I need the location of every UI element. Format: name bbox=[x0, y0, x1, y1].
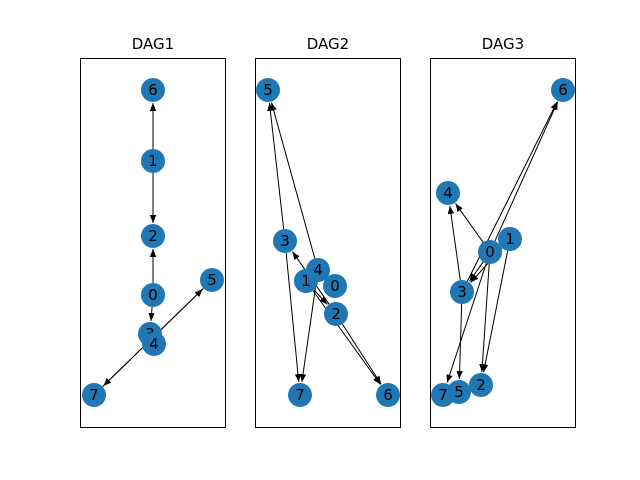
node-7: 7 bbox=[288, 383, 312, 407]
dag2-nodes: 5 3 41 0 2 7 6 bbox=[256, 78, 400, 407]
node-label: 2 bbox=[331, 305, 341, 323]
node-label: 7 bbox=[89, 386, 99, 404]
node-4: 4 bbox=[142, 332, 166, 356]
node-circle bbox=[256, 78, 280, 102]
node-5: 5 bbox=[447, 380, 471, 404]
node-6: 6 bbox=[141, 78, 165, 102]
node-label: 4 bbox=[313, 261, 323, 279]
edge-3-to-5 bbox=[267, 102, 285, 230]
edge-1-to-2 bbox=[313, 289, 328, 305]
edge-3-to-5 bbox=[456, 303, 463, 380]
dag3-title: DAG3 bbox=[482, 35, 524, 53]
node-label: 4 bbox=[443, 184, 453, 202]
node-label: 7 bbox=[438, 386, 448, 404]
node-5: 5 bbox=[256, 78, 280, 102]
node-3: 3 bbox=[273, 229, 297, 253]
dag2-frame bbox=[255, 58, 401, 428]
node-circle bbox=[82, 383, 106, 407]
node-circle bbox=[498, 227, 522, 251]
node-circle bbox=[450, 280, 474, 304]
node-2: 2 bbox=[141, 224, 165, 248]
dag1-title: DAG1 bbox=[132, 35, 174, 53]
dag2-panel: DAG2 5 3 41 0 2 7 6 bbox=[255, 35, 401, 428]
node-circle bbox=[141, 78, 165, 102]
node-2: 2 bbox=[469, 373, 493, 397]
node-circle bbox=[447, 380, 471, 404]
edge-4-to-7 bbox=[299, 281, 317, 383]
node-label: 6 bbox=[148, 81, 158, 99]
node-label: 0 bbox=[148, 286, 158, 304]
node-2: 2 bbox=[324, 302, 348, 326]
dag1-frame bbox=[80, 58, 226, 428]
node-circle bbox=[141, 283, 165, 307]
edge-1-to-6 bbox=[312, 290, 381, 385]
node-label: 3 bbox=[280, 232, 290, 250]
node-circle bbox=[141, 149, 165, 173]
node-circle bbox=[478, 240, 502, 264]
node-label: 6 bbox=[558, 81, 568, 99]
node-label: 1 bbox=[505, 230, 515, 248]
edge-3-to-4 bbox=[447, 205, 461, 281]
node-label: 7 bbox=[295, 386, 305, 404]
dag3-nodes: 6 4 01 3 2 7 5 bbox=[431, 78, 575, 407]
edge-0-to-6 bbox=[494, 101, 559, 242]
node-label: 1 bbox=[148, 152, 158, 170]
node-6: 6 bbox=[551, 78, 575, 102]
node-7: 7 bbox=[82, 383, 106, 407]
node-circle bbox=[273, 229, 297, 253]
node-0: 0 bbox=[478, 240, 502, 264]
node-4: 4 bbox=[436, 181, 460, 205]
node-label: 1 bbox=[301, 272, 311, 290]
node-circle bbox=[376, 383, 400, 407]
node-1: 1 bbox=[141, 149, 165, 173]
edge-1-to-2 bbox=[481, 250, 509, 373]
edge-4-to-5 bbox=[270, 102, 316, 259]
node-circle bbox=[436, 181, 460, 205]
node-circle bbox=[141, 224, 165, 248]
node-1: 1 bbox=[294, 269, 318, 293]
node-circle bbox=[294, 269, 318, 293]
dag1-nodes: 61203457 bbox=[82, 78, 224, 407]
dag2-title: DAG2 bbox=[307, 35, 349, 53]
node-1: 1 bbox=[498, 227, 522, 251]
dag2-edges bbox=[267, 102, 382, 385]
node-3: 3 bbox=[450, 280, 474, 304]
node-5: 5 bbox=[200, 268, 224, 292]
node-circle bbox=[142, 332, 166, 356]
node-label: 6 bbox=[383, 386, 393, 404]
edge-3-to-7 bbox=[285, 252, 302, 383]
edge-2-to-6 bbox=[342, 323, 382, 385]
node-label: 2 bbox=[148, 227, 158, 245]
edge-0-to-4 bbox=[455, 203, 484, 243]
node-circle bbox=[323, 274, 347, 298]
node-label: 3 bbox=[457, 283, 467, 301]
node-label: 0 bbox=[485, 243, 495, 261]
node-6: 6 bbox=[376, 383, 400, 407]
node-0: 0 bbox=[323, 274, 347, 298]
node-circle bbox=[324, 302, 348, 326]
node-circle bbox=[551, 78, 575, 102]
edge-0-to-2 bbox=[479, 263, 490, 373]
node-label: 0 bbox=[330, 277, 340, 295]
dag3-frame bbox=[430, 58, 576, 428]
node-label: 5 bbox=[263, 81, 273, 99]
node-0: 0 bbox=[141, 283, 165, 307]
node-label: 5 bbox=[454, 383, 464, 401]
node-circle bbox=[288, 383, 312, 407]
node-label: 2 bbox=[476, 376, 486, 394]
node-label: 4 bbox=[149, 335, 159, 353]
dag3-panel: DAG3 6 4 01 3 2 7 5 bbox=[430, 35, 576, 428]
edge-0-to-7 bbox=[446, 263, 487, 383]
dag1-panel: DAG1 61203457 bbox=[80, 35, 226, 428]
node-label: 5 bbox=[207, 271, 217, 289]
node-circle bbox=[469, 373, 493, 397]
edge-0-to-3 bbox=[148, 306, 155, 322]
node-circle bbox=[200, 268, 224, 292]
